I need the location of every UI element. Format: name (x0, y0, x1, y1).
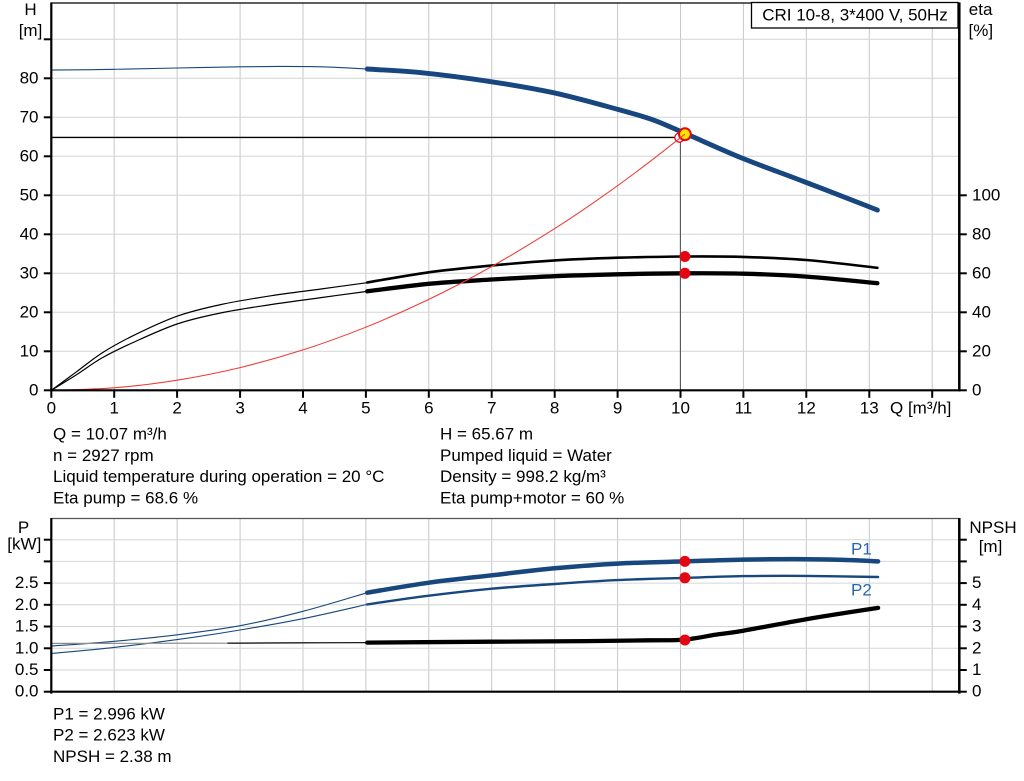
svg-text:NPSH = 2.38 m: NPSH = 2.38 m (53, 747, 172, 766)
svg-text:70: 70 (20, 107, 39, 126)
svg-text:P1: P1 (851, 540, 872, 559)
svg-text:2.0: 2.0 (15, 595, 39, 614)
svg-text:2: 2 (172, 399, 181, 418)
svg-text:13: 13 (860, 399, 879, 418)
svg-text:9: 9 (613, 399, 622, 418)
svg-text:4: 4 (298, 399, 307, 418)
svg-text:Liquid temperature during oper: Liquid temperature during operation = 20… (53, 467, 384, 486)
svg-text:[kW]: [kW] (7, 535, 41, 554)
svg-text:11: 11 (735, 399, 753, 418)
svg-text:60: 60 (20, 146, 39, 165)
svg-text:5: 5 (361, 399, 370, 418)
svg-text:P2 = 2.623 kW: P2 = 2.623 kW (53, 726, 165, 745)
svg-text:1.0: 1.0 (15, 638, 39, 657)
svg-text:[%]: [%] (969, 21, 994, 40)
svg-text:H: H (24, 0, 36, 19)
svg-text:H = 65.67 m: H = 65.67 m (440, 425, 533, 444)
svg-text:3: 3 (972, 617, 981, 636)
svg-text:0: 0 (47, 399, 56, 418)
svg-text:20: 20 (20, 302, 39, 321)
svg-text:5: 5 (972, 573, 981, 592)
svg-text:40: 40 (972, 302, 991, 321)
svg-text:Pumped liquid = Water: Pumped liquid = Water (440, 446, 612, 465)
svg-text:1.5: 1.5 (15, 617, 39, 636)
svg-text:1: 1 (972, 660, 981, 679)
svg-text:10: 10 (671, 399, 690, 418)
svg-text:60: 60 (972, 263, 991, 282)
svg-text:Eta pump+motor = 60 %: Eta pump+motor = 60 % (440, 489, 624, 508)
svg-text:4: 4 (972, 595, 981, 614)
svg-text:2.5: 2.5 (15, 573, 39, 592)
svg-text:Eta pump = 68.6 %: Eta pump = 68.6 % (53, 489, 198, 508)
svg-text:[m]: [m] (979, 537, 1003, 556)
svg-text:Q [m³/h]: Q [m³/h] (890, 399, 951, 418)
svg-text:1: 1 (109, 399, 118, 418)
svg-text:0.0: 0.0 (15, 682, 39, 701)
svg-text:80: 80 (20, 68, 39, 87)
svg-text:2: 2 (972, 638, 981, 657)
svg-text:CRI 10-8, 3*400 V, 50Hz: CRI 10-8, 3*400 V, 50Hz (762, 6, 948, 25)
svg-text:50: 50 (20, 185, 39, 204)
svg-text:40: 40 (20, 224, 39, 243)
svg-text:0: 0 (972, 682, 981, 701)
svg-text:30: 30 (20, 263, 39, 282)
svg-text:n = 2927 rpm: n = 2927 rpm (53, 446, 154, 465)
svg-text:100: 100 (972, 185, 1000, 204)
svg-text:80: 80 (972, 224, 991, 243)
svg-text:NPSH: NPSH (969, 518, 1016, 537)
svg-text:Density = 998.2 kg/m³: Density = 998.2 kg/m³ (440, 467, 606, 486)
svg-text:0: 0 (972, 380, 981, 399)
svg-text:6: 6 (424, 399, 433, 418)
svg-text:10: 10 (20, 341, 39, 360)
svg-text:20: 20 (972, 341, 991, 360)
svg-text:P1 = 2.996 kW: P1 = 2.996 kW (53, 705, 165, 724)
svg-text:Q = 10.07 m³/h: Q = 10.07 m³/h (53, 425, 167, 444)
svg-text:0: 0 (29, 380, 38, 399)
svg-text:8: 8 (550, 399, 559, 418)
svg-text:eta: eta (969, 0, 993, 19)
svg-text:7: 7 (487, 399, 496, 418)
svg-text:12: 12 (797, 399, 816, 418)
svg-text:P: P (18, 518, 29, 537)
svg-text:[m]: [m] (19, 21, 43, 40)
svg-text:0.5: 0.5 (15, 660, 39, 679)
svg-text:3: 3 (235, 399, 244, 418)
svg-text:P2: P2 (851, 580, 872, 599)
